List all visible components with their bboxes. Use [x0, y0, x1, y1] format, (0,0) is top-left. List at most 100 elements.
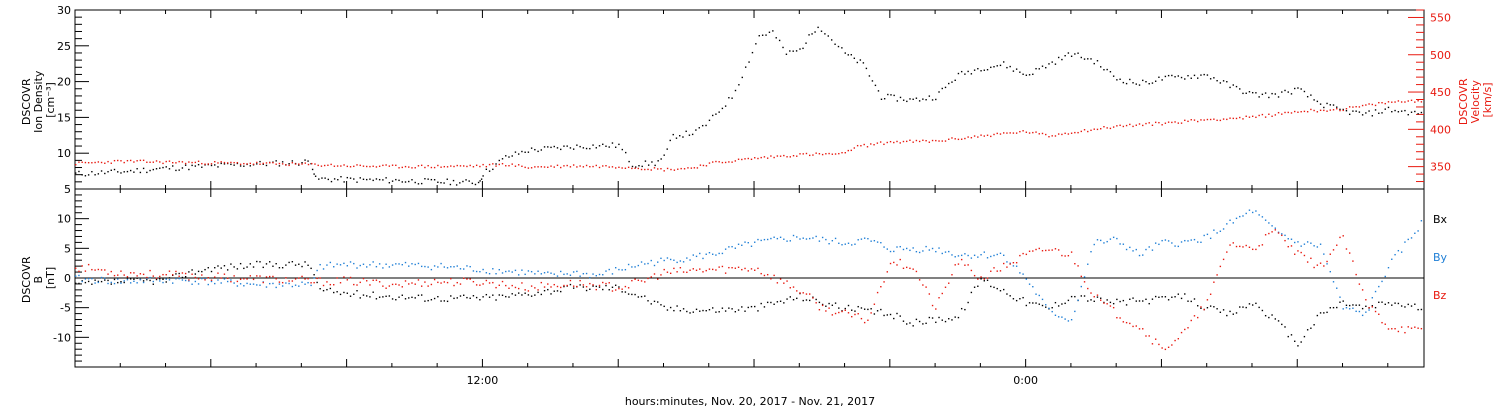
data-point [1148, 246, 1150, 248]
data-point [443, 281, 446, 283]
data-point [152, 161, 155, 163]
data-point [853, 57, 856, 59]
data-point [1096, 294, 1099, 296]
data-point [1342, 109, 1344, 112]
data-point [527, 294, 530, 296]
data-point [624, 268, 627, 271]
data-point [1316, 100, 1319, 103]
data-point [689, 312, 691, 314]
data-point [385, 263, 387, 265]
data-point [928, 95, 931, 97]
data-point [893, 141, 895, 144]
data-point [563, 273, 565, 276]
data-point [977, 285, 979, 287]
data-point [353, 178, 355, 180]
data-point [537, 270, 539, 272]
data-point [550, 146, 552, 149]
data-point [856, 61, 859, 64]
data-point [1371, 115, 1374, 117]
data-point [1342, 308, 1344, 310]
data-point [188, 279, 190, 281]
data-point [463, 268, 465, 270]
data-point [1352, 260, 1354, 262]
data-point [741, 306, 743, 308]
data-point [876, 310, 879, 312]
data-point [1261, 309, 1264, 312]
data-point [142, 273, 145, 276]
data-point [281, 281, 284, 284]
data-point [201, 277, 203, 280]
data-point [1142, 79, 1144, 82]
data-point [375, 178, 378, 180]
data-point [1342, 300, 1344, 302]
data-point [492, 268, 494, 270]
data-point [1200, 306, 1202, 308]
data-point [382, 285, 384, 287]
data-point [773, 156, 775, 159]
data-point [81, 174, 83, 176]
data-point [488, 163, 491, 166]
data-point [1306, 241, 1309, 243]
data-point [288, 163, 290, 165]
data-point [763, 238, 766, 241]
data-point [871, 80, 874, 82]
data-point [301, 281, 303, 283]
data-point [634, 266, 636, 268]
bottom-left-axis-label: DSCOVR B [nT] [20, 253, 57, 303]
data-point [1245, 306, 1247, 309]
data-point [851, 244, 853, 246]
data-point [602, 288, 604, 291]
data-point [589, 276, 591, 279]
data-point [799, 292, 801, 294]
data-point [456, 164, 458, 167]
data-point [582, 273, 585, 275]
data-point [430, 283, 433, 286]
data-point [1061, 58, 1063, 61]
data-point [87, 263, 90, 266]
data-point [560, 166, 562, 169]
data-point [294, 278, 297, 280]
data-point [631, 266, 633, 268]
data-point [385, 295, 387, 298]
data-point [1381, 280, 1383, 283]
data-point [1255, 248, 1257, 251]
data-point [653, 264, 656, 267]
data-point [695, 269, 698, 272]
data-point [97, 268, 100, 271]
data-point [547, 288, 549, 291]
data-point [883, 143, 885, 146]
x-tick-label: 12:00 [467, 374, 499, 387]
data-point [828, 302, 830, 305]
data-point [692, 311, 694, 313]
data-point [1041, 132, 1044, 135]
data-point [880, 241, 882, 244]
data-point [669, 306, 672, 309]
data-point [1109, 127, 1112, 130]
data-point [718, 266, 720, 268]
data-point [433, 278, 436, 281]
data-point [1336, 244, 1338, 246]
data-point [1239, 215, 1241, 218]
data-point [430, 178, 433, 181]
data-point [592, 165, 594, 168]
data-point [854, 243, 856, 245]
data-point [136, 160, 138, 162]
data-point [463, 165, 465, 167]
data-point [847, 149, 849, 152]
data-point [404, 261, 407, 264]
data-point [1294, 241, 1296, 244]
data-point [94, 174, 96, 176]
data-point [699, 252, 701, 255]
data-point [611, 166, 614, 168]
data-point [1187, 300, 1189, 302]
data-point [175, 278, 177, 280]
data-point [653, 167, 656, 169]
data-point [728, 307, 730, 309]
data-point [84, 175, 87, 177]
data-point [452, 179, 455, 182]
data-point [349, 276, 352, 279]
data-point [1352, 307, 1354, 309]
data-point [731, 245, 733, 248]
data-point [1203, 73, 1205, 76]
data-point [602, 281, 604, 284]
